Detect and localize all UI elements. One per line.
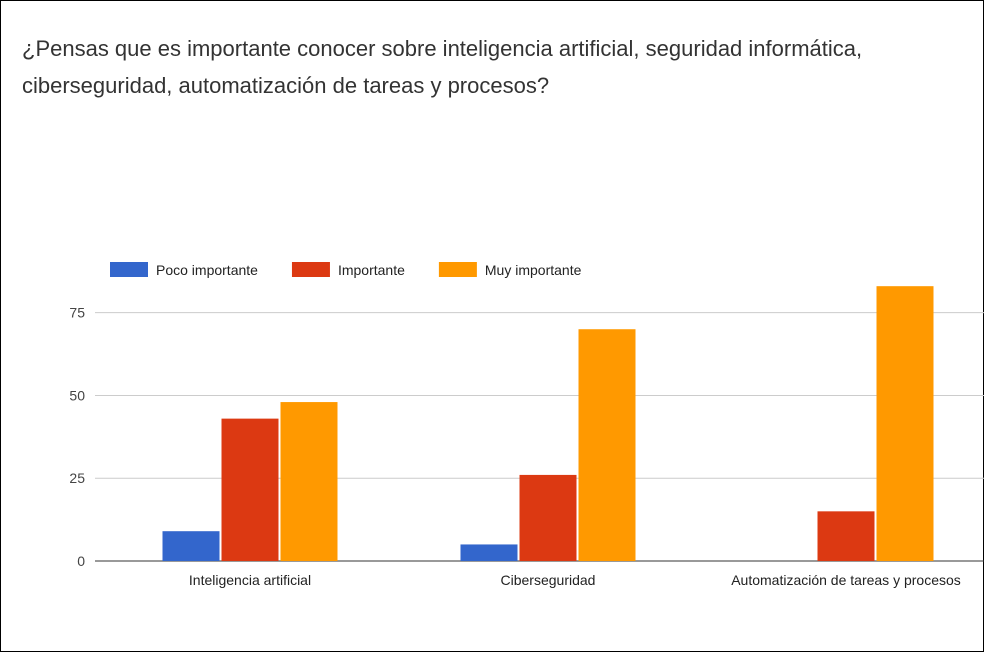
title-line: ¿Pensas que es importante conocer sobre …	[22, 36, 862, 61]
legend-label: Poco importante	[156, 262, 258, 278]
x-tick-label: Automatización de tareas y procesos	[731, 572, 961, 588]
bar	[280, 402, 338, 561]
x-tick-label-box: Inteligencia artificial	[188, 572, 312, 588]
legend-label: Importante	[338, 262, 405, 278]
bar	[817, 511, 875, 561]
bar	[221, 418, 279, 561]
bar	[519, 474, 577, 561]
y-tick-label: 75	[69, 305, 85, 321]
y-tick-label: 50	[69, 387, 85, 403]
bar	[578, 329, 636, 561]
legend-swatch	[110, 262, 148, 277]
bar	[876, 286, 934, 561]
x-tick-label-box: Automatización de tareas y procesos	[731, 572, 961, 588]
bar	[162, 531, 220, 561]
legend-swatch	[291, 262, 330, 277]
chart-title-line: ¿Pensas que es importante conocer sobre …	[22, 36, 862, 98]
y-tick-label: 0	[77, 553, 85, 569]
title-line: ciberseguridad, automatización de tareas…	[22, 73, 549, 98]
y-tick-label: 25	[69, 470, 85, 486]
x-tick-label: Ciberseguridad	[500, 572, 596, 588]
legend-label: Muy importante	[485, 262, 582, 278]
bar	[460, 544, 518, 561]
x-tick-label-box: Ciberseguridad	[500, 572, 596, 588]
legend-swatch	[438, 262, 477, 277]
x-tick-label: Inteligencia artificial	[188, 572, 312, 588]
